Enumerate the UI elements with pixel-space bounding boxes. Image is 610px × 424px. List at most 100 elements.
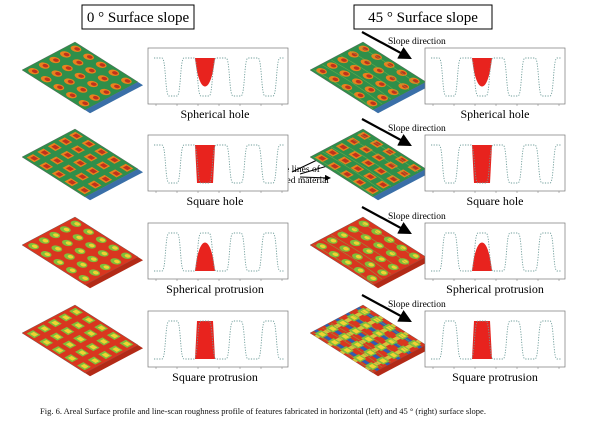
feature-core (112, 347, 121, 352)
feature-core (366, 249, 373, 253)
feature-core (86, 55, 93, 59)
feature-core (368, 263, 375, 267)
feature-core (76, 160, 85, 166)
profile-frame (147, 134, 289, 192)
feature-core (341, 334, 350, 340)
slip-trace (349, 137, 410, 177)
panel-caption: Spherical protrusion (166, 282, 264, 296)
feature-core (366, 74, 373, 78)
feature-core (355, 179, 365, 185)
feature-core (72, 133, 81, 139)
feature-core (53, 58, 59, 62)
feature-core (400, 71, 406, 75)
feature-core (42, 339, 51, 345)
feature-core (65, 166, 75, 172)
feature-core (389, 76, 396, 81)
feature-core (366, 174, 375, 180)
feature-core (370, 101, 377, 106)
profile-frame (147, 47, 289, 105)
feature-core (360, 309, 369, 315)
feature-core (319, 244, 326, 249)
surface-3d (309, 128, 432, 201)
feature-core (42, 239, 49, 243)
panel-caption: Spherical hole (181, 107, 250, 121)
surface-3d (309, 41, 432, 114)
feature-core (101, 76, 108, 81)
slip-trace (349, 225, 410, 265)
surface-side (84, 82, 144, 114)
slope-note: Slope direction (388, 300, 446, 310)
feature-core (85, 141, 94, 147)
trace-note: Trace lines of (268, 164, 321, 175)
surface-side (372, 82, 432, 114)
feature-core (362, 323, 371, 328)
surface-3d (21, 41, 144, 114)
feature-core (355, 80, 362, 84)
feature-core (353, 166, 363, 172)
feature-core (67, 179, 77, 185)
feature-core (67, 355, 77, 361)
feature-core (387, 163, 396, 168)
profile-highlight (195, 242, 215, 271)
slope-note: Slope direction (388, 37, 446, 47)
feature-core (112, 246, 118, 250)
feature-core (30, 155, 39, 161)
surface-3d (309, 304, 432, 377)
feature-core (63, 52, 70, 57)
slip-trace (358, 220, 419, 260)
surface-side (372, 257, 432, 289)
feature-core (57, 85, 63, 90)
feature-core (122, 165, 132, 171)
panel-caption: Square protrusion (452, 370, 538, 384)
feature-core (91, 182, 100, 188)
feature-core (90, 257, 97, 261)
slip-trace (358, 45, 419, 85)
feature-core (353, 241, 360, 245)
feature-core (91, 358, 100, 364)
feature-core (355, 355, 365, 361)
feature-core (380, 96, 387, 100)
feature-core (387, 339, 396, 344)
slip-trace (322, 64, 383, 105)
profile-frame (147, 310, 289, 368)
feature-core (74, 222, 81, 226)
slip-trace (331, 146, 392, 187)
feature-core (88, 243, 95, 248)
feature-core (76, 235, 83, 240)
feature-core (55, 72, 61, 76)
feature-core (122, 341, 132, 347)
slip-trace (331, 322, 392, 363)
slip-trace (340, 55, 401, 95)
feature-core (349, 139, 359, 144)
feature-core (55, 347, 64, 353)
feature-core (378, 257, 385, 261)
profile-frame (424, 222, 566, 280)
feature-core (341, 158, 350, 164)
feature-core (69, 268, 76, 273)
feature-core (72, 309, 81, 315)
feature-core (375, 155, 384, 160)
feature-core (88, 68, 95, 73)
feature-core (124, 79, 131, 83)
slip-trace (322, 151, 383, 192)
feature-core (114, 259, 120, 264)
feature-core (76, 336, 85, 342)
feature-core (86, 230, 93, 234)
feature-core (375, 331, 384, 336)
feature-core (85, 317, 94, 323)
feature-core (51, 320, 60, 326)
feature-core (78, 74, 85, 78)
feature-core (351, 328, 361, 334)
feature-core (78, 249, 85, 253)
surface-3d (21, 304, 144, 377)
feature-core (80, 363, 89, 369)
feature-core (366, 350, 375, 356)
feature-core (355, 255, 362, 259)
feature-core (360, 133, 369, 139)
profile-highlight (472, 58, 492, 87)
profile-highlight (472, 242, 492, 271)
feature-core (53, 334, 62, 340)
feature-core (42, 163, 51, 169)
feature-core (99, 163, 108, 168)
feature-core (380, 271, 387, 275)
